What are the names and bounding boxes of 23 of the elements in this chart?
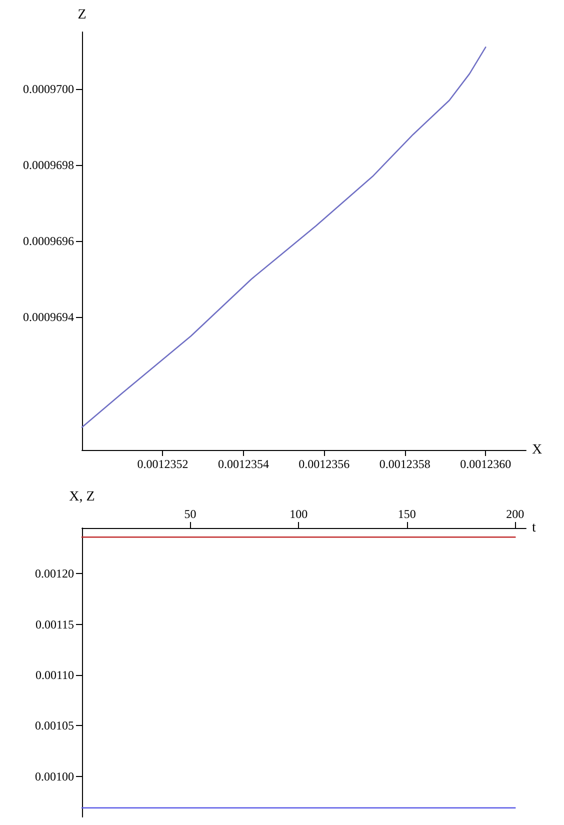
y-axis-title: X, Z [69,490,95,504]
x-axis-title: X [532,442,542,458]
x-tick-label: 0.0012358 [379,457,430,471]
x-tick-label: 0.0012360 [460,457,512,471]
x-axis-title: t [532,520,536,536]
y-tick-label: 0.00105 [35,718,74,733]
y-axis-title: Z [78,8,86,22]
x-tick-label: 100 [290,507,308,521]
y-tick-label: 0.00120 [35,566,74,581]
y-tick-label: 0.0009696 [23,234,74,248]
y-tick-label: 0.00110 [35,668,74,682]
line-series [81,46,486,428]
x-tick-label: 0.0012356 [298,457,350,471]
y-tick-label: 0.00115 [35,617,74,632]
y-tick-label: 0.0009700 [23,82,74,96]
y-tick-label: 0.0009694 [23,310,74,324]
y-tick-label: 0.0009698 [23,158,74,172]
x-tick-label: 0.0012352 [137,457,188,471]
x-tick-label: 0.0012354 [218,457,269,471]
x-tick-label: 50 [184,507,196,521]
x-tick-label: 200 [506,507,524,521]
y-tick-label: 0.00100 [35,769,74,784]
x-tick-label: 150 [398,507,416,521]
